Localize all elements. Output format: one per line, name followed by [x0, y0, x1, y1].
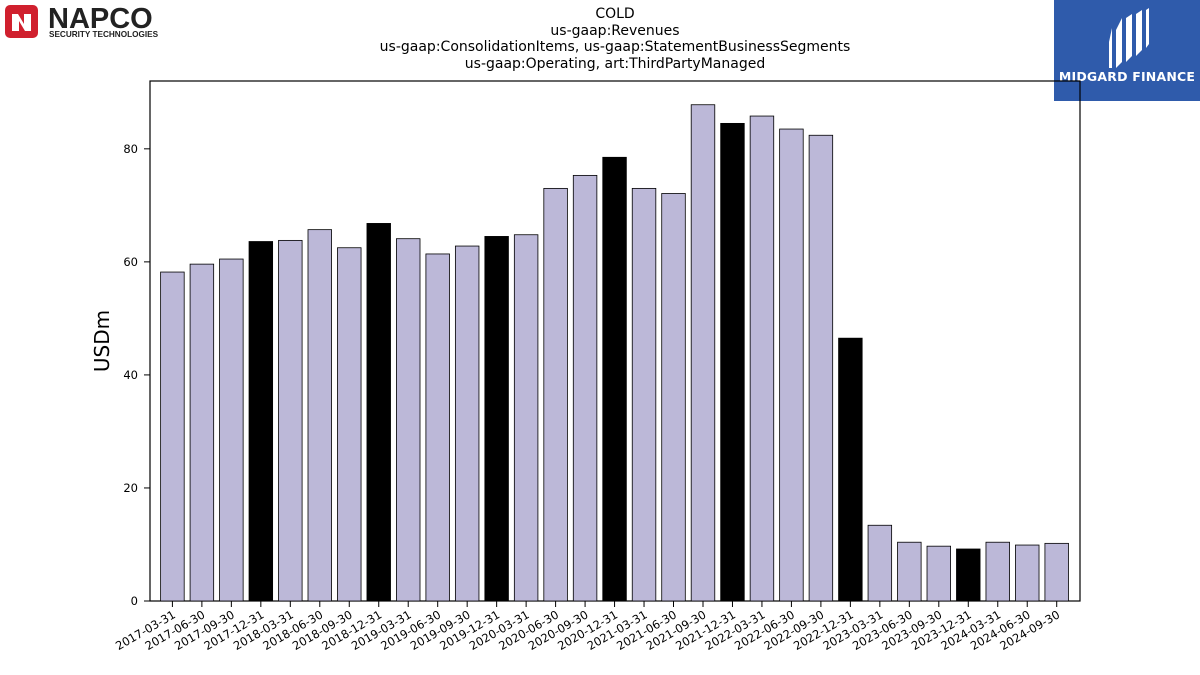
bar-2019-12-31: [484, 236, 509, 602]
chart-title: COLD us-gaap:Revenues us-gaap:Consolidat…: [300, 6, 930, 72]
midgard-finance-logo: MIDGARD FINANCE: [1054, 0, 1200, 101]
bar-2018-06-30: [307, 229, 332, 602]
title-line-concept: us-gaap:Revenues: [550, 22, 680, 39]
bar-2021-12-31: [720, 122, 745, 602]
midgard-logo-wordmark: MIDGARD FINANCE: [1058, 69, 1196, 84]
bar-2020-06-30: [543, 187, 568, 602]
title-line-ticker: COLD: [595, 6, 635, 22]
y-tick-label: 40: [123, 368, 138, 382]
bar-2017-06-30: [189, 263, 215, 602]
bar-2020-03-31: [513, 234, 539, 602]
y-tick-label: 0: [131, 594, 138, 608]
bar-2023-12-31: [956, 548, 981, 602]
bar-2018-12-31: [366, 223, 391, 602]
bar-2020-12-31: [602, 156, 627, 602]
bar-2021-09-30: [690, 104, 716, 602]
napco-logo: NAPCO SECURITY TECHNOLOGIES: [5, 4, 159, 39]
napco-logo-mark-glyph: [12, 14, 31, 31]
title-line-member: us-gaap:Operating, art:ThirdPartyManaged: [464, 55, 766, 72]
y-tick-label: 60: [123, 255, 138, 269]
bar-2022-09-30: [808, 134, 834, 602]
bar-2019-09-30: [454, 245, 480, 602]
bar-2019-03-31: [396, 238, 421, 602]
bar-2023-09-30: [926, 545, 951, 602]
bar-2018-09-30: [337, 247, 362, 602]
napco-logo-tagline: SECURITY TECHNOLOGIES: [49, 30, 159, 39]
bar-2022-06-30: [779, 128, 804, 602]
y-axis-label: USDm: [90, 310, 114, 372]
bar-2024-06-30: [1015, 544, 1040, 602]
y-tick-label: 80: [123, 142, 138, 156]
bar-2021-06-30: [661, 193, 686, 602]
bar-2018-03-31: [278, 239, 303, 602]
bar-2022-03-31: [749, 115, 775, 602]
bar-2024-03-31: [985, 541, 1010, 602]
bar-2022-12-31: [838, 337, 863, 602]
midgard-logo-mark: [1109, 8, 1149, 68]
title-line-axis: us-gaap:ConsolidationItems, us-gaap:Stat…: [379, 39, 851, 55]
bar-2017-03-31: [160, 271, 185, 602]
y-tick-label: 20: [123, 481, 138, 495]
bar-2019-06-30: [425, 253, 450, 602]
bar-2021-03-31: [631, 187, 657, 602]
bar-2020-09-30: [572, 174, 598, 602]
bar-2017-12-31: [248, 241, 274, 602]
bar-2017-09-30: [219, 258, 244, 602]
bar-2023-06-30: [897, 541, 922, 602]
bar-2024-09-30: [1044, 542, 1069, 602]
bar-2023-03-31: [867, 524, 893, 602]
napco-logo-wordmark: NAPCO: [48, 4, 153, 35]
